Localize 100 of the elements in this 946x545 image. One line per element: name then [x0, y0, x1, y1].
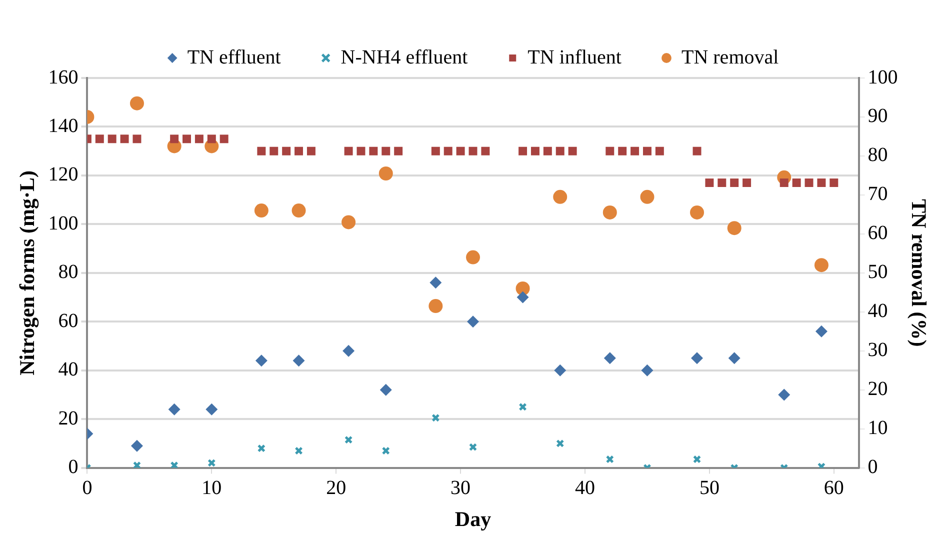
point [132, 461, 142, 468]
point [640, 190, 654, 204]
point [220, 134, 228, 144]
point [606, 146, 614, 156]
y-axis-title: Nitrogen forms (mg·L) [15, 170, 40, 376]
y2-tick-label: 30 [868, 339, 888, 362]
point [692, 146, 702, 156]
point [468, 146, 478, 156]
point [655, 146, 664, 156]
point [778, 388, 790, 401]
point [691, 352, 704, 364]
point [815, 325, 828, 338]
point [207, 134, 216, 144]
point [568, 146, 577, 156]
point [294, 146, 304, 156]
point [394, 146, 403, 156]
point [530, 146, 540, 156]
y2-tick-label: 20 [868, 378, 888, 400]
y-tick-label: 20 [58, 407, 78, 430]
legend-label: TN influent [528, 46, 622, 68]
x-tick-label: 30 [450, 477, 471, 500]
point [516, 281, 530, 296]
point [378, 166, 393, 180]
x-tick-label: 20 [326, 477, 346, 500]
y2-tick-label: 70 [868, 183, 888, 206]
y2-tick-label: 80 [868, 144, 888, 166]
point [382, 446, 390, 455]
y-tick-label: 160 [48, 66, 78, 88]
point [630, 146, 640, 156]
x-tick-label: 50 [699, 477, 720, 500]
y2-tick-label: 100 [868, 66, 898, 88]
x-tick-label: 60 [824, 477, 844, 500]
point [170, 134, 179, 144]
point [282, 146, 291, 156]
point [257, 146, 266, 156]
point [466, 250, 480, 264]
y-tick-label: 40 [58, 358, 78, 381]
point [642, 146, 652, 156]
y-tick-label: 60 [58, 310, 78, 332]
point [270, 146, 278, 156]
point [604, 352, 616, 364]
point [543, 146, 552, 156]
point [342, 215, 356, 230]
y2-axis-title: TN removal (%) [906, 199, 931, 347]
point [618, 146, 627, 156]
point [254, 204, 268, 218]
legend-label: N-NH4 effluent [340, 46, 468, 68]
point [481, 146, 490, 156]
point [727, 221, 742, 236]
point [641, 364, 654, 376]
point [382, 146, 390, 156]
point [130, 440, 143, 452]
y-tick-label: 120 [48, 164, 78, 186]
point [120, 134, 129, 144]
point [742, 178, 752, 187]
y2-tick-label: 90 [868, 105, 888, 128]
point [817, 178, 826, 187]
point [556, 439, 564, 448]
point [206, 403, 218, 416]
x-axis-title: Day [454, 506, 492, 531]
point [804, 178, 814, 187]
point [814, 258, 828, 272]
point [132, 134, 142, 144]
point [208, 458, 216, 468]
x-tick-label: 40 [575, 477, 596, 500]
y2-tick-label: 10 [868, 417, 888, 440]
point [556, 146, 564, 156]
point [705, 178, 714, 187]
legend-label: TN effluent [187, 46, 282, 68]
point [516, 291, 529, 304]
y2-tick-label: 60 [868, 222, 888, 244]
point [830, 178, 838, 187]
point [730, 178, 739, 187]
point [553, 190, 568, 204]
x-tick-label: 0 [82, 477, 92, 500]
point [95, 134, 104, 144]
point [344, 146, 353, 156]
point [430, 276, 442, 289]
y-tick-label: 100 [48, 212, 78, 234]
point [728, 352, 740, 364]
point [692, 455, 702, 464]
point [344, 436, 353, 444]
y2-tick-label: 0 [868, 456, 878, 478]
point [718, 178, 726, 187]
point [342, 344, 355, 357]
point [255, 354, 268, 367]
y2-tick-label: 50 [868, 261, 888, 284]
point [292, 204, 306, 218]
point [182, 134, 192, 144]
point [168, 403, 180, 416]
point [170, 461, 178, 468]
point [356, 146, 366, 156]
point [444, 146, 452, 156]
point [108, 134, 116, 144]
legend-label: TN removal [681, 46, 780, 68]
x-tick-label: 10 [202, 477, 222, 500]
point [602, 205, 617, 220]
point [554, 364, 566, 376]
point [518, 146, 528, 156]
y-tick-label: 0 [68, 456, 78, 478]
